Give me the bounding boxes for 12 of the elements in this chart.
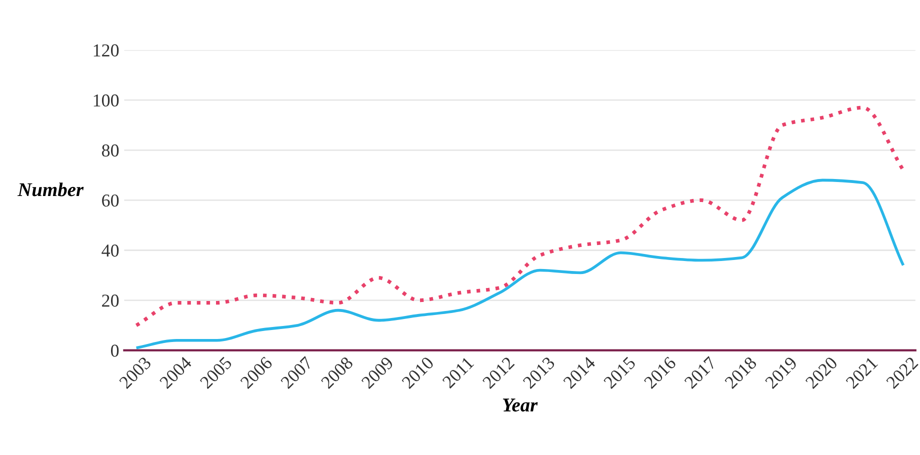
y-tick-label: 0 — [111, 344, 119, 357]
y-tick-label: 120 — [94, 44, 119, 56]
y-axis-title: Number — [17, 182, 84, 196]
y-tick-label: 100 — [94, 94, 119, 107]
x-axis-title: Year — [502, 398, 538, 412]
line-series — [134, 178, 905, 350]
line-series — [134, 106, 906, 328]
y-tick-label: 20 — [102, 294, 119, 307]
x-tick-label: 2011 — [442, 356, 474, 389]
y-tick-label: 80 — [102, 144, 119, 157]
y-tick-label: 60 — [102, 194, 119, 207]
y-tick-label: 40 — [102, 244, 119, 257]
